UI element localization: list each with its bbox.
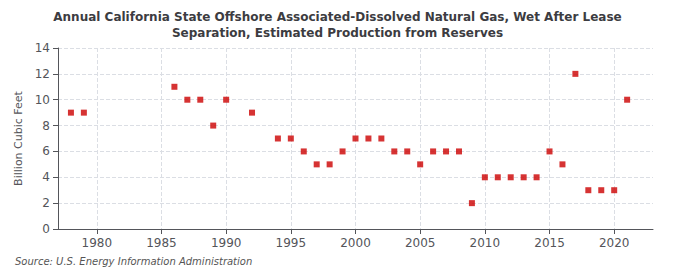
svg-text:1980: 1980 xyxy=(82,236,113,250)
svg-text:4: 4 xyxy=(42,170,50,184)
svg-text:Separation, Estimated Producti: Separation, Estimated Production from Re… xyxy=(172,26,503,40)
svg-text:1995: 1995 xyxy=(276,236,307,250)
svg-text:8: 8 xyxy=(42,119,50,133)
svg-text:14: 14 xyxy=(35,41,50,55)
svg-text:12: 12 xyxy=(35,67,50,81)
svg-text:2: 2 xyxy=(42,196,50,210)
svg-text:2000: 2000 xyxy=(340,236,371,250)
svg-text:1985: 1985 xyxy=(146,236,177,250)
svg-text:6: 6 xyxy=(42,144,50,158)
svg-text:2020: 2020 xyxy=(599,236,630,250)
svg-text:0: 0 xyxy=(42,222,50,236)
svg-text:Source: U.S. Energy Informatio: Source: U.S. Energy Information Administ… xyxy=(15,256,252,267)
svg-text:1990: 1990 xyxy=(211,236,242,250)
svg-text:2015: 2015 xyxy=(534,236,565,250)
svg-text:Billion Cubic Feet: Billion Cubic Feet xyxy=(12,90,25,185)
svg-text:Annual California State Offsho: Annual California State Offshore Associa… xyxy=(53,10,621,24)
svg-text:10: 10 xyxy=(35,93,50,107)
svg-text:2005: 2005 xyxy=(405,236,436,250)
svg-text:2010: 2010 xyxy=(470,236,501,250)
